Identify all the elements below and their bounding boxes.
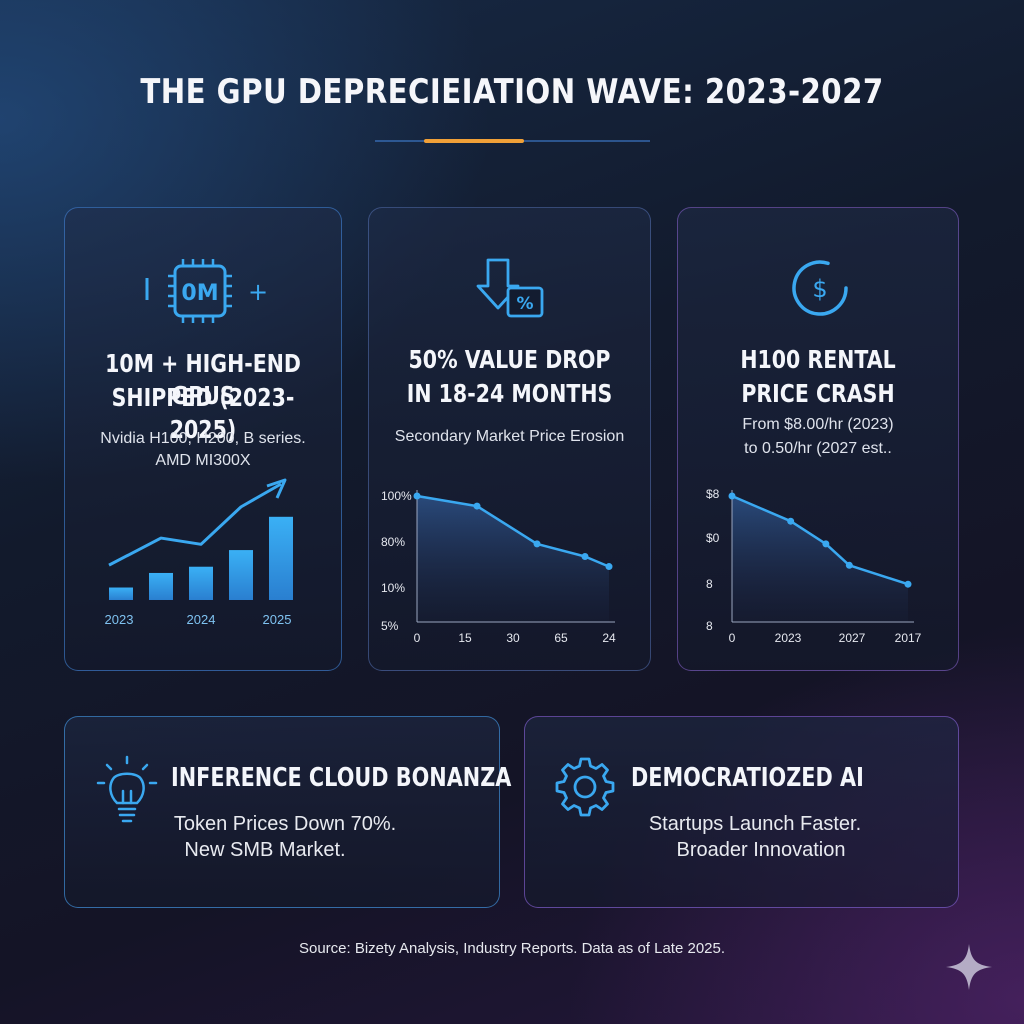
x-tick-label: 0 bbox=[414, 631, 421, 645]
sparkle-icon bbox=[944, 942, 994, 997]
bar-1 bbox=[149, 572, 173, 600]
y-tick-label: $0 bbox=[706, 531, 720, 545]
data-point bbox=[904, 580, 912, 588]
value-drop-title-line2: IN 18-24 MONTHS bbox=[406, 379, 613, 408]
shipments-title-line2: SHIPPED (2023-2025) bbox=[111, 383, 295, 444]
value-drop-title-line1: 50% VALUE DROP bbox=[408, 345, 611, 374]
inference-card: INFERENCE CLOUD BONANZA Token Prices Dow… bbox=[64, 716, 511, 908]
bar-3 bbox=[229, 550, 253, 600]
y-tick-label: 8 bbox=[706, 619, 713, 633]
data-point bbox=[581, 552, 589, 560]
x-tick-label: 2017 bbox=[895, 631, 922, 645]
x-tick-label: 30 bbox=[506, 631, 520, 645]
chip-icon-plus: + bbox=[248, 278, 268, 306]
rental-area-chart: $8 $0 8 8 0 2023 2027 2017 bbox=[706, 487, 922, 645]
bar-0 bbox=[109, 587, 133, 600]
y-tick-label: 80% bbox=[381, 535, 405, 549]
data-point bbox=[845, 561, 853, 569]
data-point bbox=[787, 517, 795, 525]
democratized-sub-line2: Broader Innovation bbox=[676, 839, 846, 861]
rental-title-line2: PRICE CRASH bbox=[741, 379, 895, 408]
y-tick-label: 10% bbox=[381, 581, 405, 595]
y-tick-label: 8 bbox=[706, 577, 713, 591]
inference-sub-line1: Token Prices Down 70%. bbox=[173, 813, 397, 835]
x-tick-label: 0 bbox=[729, 631, 736, 645]
percent-glyph: % bbox=[516, 294, 533, 314]
bar-4 bbox=[269, 516, 293, 600]
democratized-sub-line1: Startups Launch Faster. bbox=[648, 813, 862, 835]
shipments-title-line1: 10M + HIGH-END GPUS bbox=[105, 349, 301, 410]
area-fill bbox=[417, 496, 609, 622]
lightbulb-icon bbox=[95, 755, 159, 825]
title-divider-accent bbox=[424, 139, 524, 143]
inference-title: INFERENCE CLOUD BONANZA bbox=[171, 763, 512, 793]
shipments-sub-line1: Nvidia H100, H200, B series. bbox=[100, 430, 306, 447]
data-point bbox=[822, 540, 830, 548]
x-tick-label: 24 bbox=[602, 631, 616, 645]
rental-sub-line1: From $8.00/hr (2023) bbox=[742, 416, 894, 433]
dollar-circle-icon: $ bbox=[788, 256, 852, 320]
x-tick-label: 2024 bbox=[187, 612, 216, 627]
value-drop-sub: Secondary Market Price Erosion bbox=[394, 428, 625, 445]
chip-icon: 0M + bbox=[145, 258, 275, 328]
inference-sub-line2: New SMB Market. bbox=[184, 839, 346, 861]
rental-card: $ H100 RENTAL PRICE CRASH From $8.00/hr … bbox=[677, 207, 959, 671]
y-tick-label: $8 bbox=[706, 487, 720, 501]
trend-arrowhead bbox=[266, 478, 287, 499]
page-title: THE GPU DEPRECIEIATION WAVE: 2023-2027 bbox=[140, 72, 884, 112]
democratized-card: DEMOCRATIOZED AI Startups Launch Faster.… bbox=[524, 716, 959, 908]
x-tick-label: 2023 bbox=[775, 631, 802, 645]
y-tick-label: 5% bbox=[381, 619, 399, 633]
democratized-title: DEMOCRATIOZED AI bbox=[631, 763, 864, 793]
source-note: Source: Bizety Analysis, Industry Report… bbox=[298, 940, 726, 957]
rental-title-line1: H100 RENTAL bbox=[740, 345, 896, 374]
y-tick-label: 100% bbox=[381, 489, 412, 503]
shipments-card: 0M + 10M + HIGH-END GPUS SHIPPED (2023-2… bbox=[64, 207, 342, 671]
dollar-glyph: $ bbox=[812, 275, 827, 303]
bar-2 bbox=[189, 566, 213, 600]
data-point bbox=[533, 540, 541, 548]
value-drop-area-chart: 100% 80% 10% 5% 0 15 30 65 24 bbox=[381, 489, 616, 645]
shipments-bar-chart: 2023 2024 2025 bbox=[105, 478, 293, 627]
rental-sub-line2: to 0.50/hr (2027 est.. bbox=[744, 440, 892, 457]
trend-line bbox=[108, 482, 282, 567]
chip-icon-text: 0M bbox=[181, 281, 218, 306]
x-tick-label: 65 bbox=[554, 631, 568, 645]
value-drop-card: % 50% VALUE DROP IN 18-24 MONTHS Seconda… bbox=[368, 207, 651, 671]
x-tick-label: 2027 bbox=[839, 631, 866, 645]
x-tick-label: 2023 bbox=[105, 612, 134, 627]
area-fill bbox=[732, 496, 908, 622]
x-tick-label: 15 bbox=[458, 631, 472, 645]
data-point bbox=[605, 563, 613, 571]
down-arrow-percent-icon: % bbox=[474, 256, 554, 326]
gear-icon bbox=[555, 757, 615, 817]
shipments-sub-line2: AMD MI300X bbox=[155, 452, 251, 469]
data-point bbox=[413, 492, 421, 500]
data-point bbox=[473, 502, 481, 510]
x-tick-label: 2025 bbox=[263, 612, 292, 627]
data-point bbox=[728, 492, 736, 500]
